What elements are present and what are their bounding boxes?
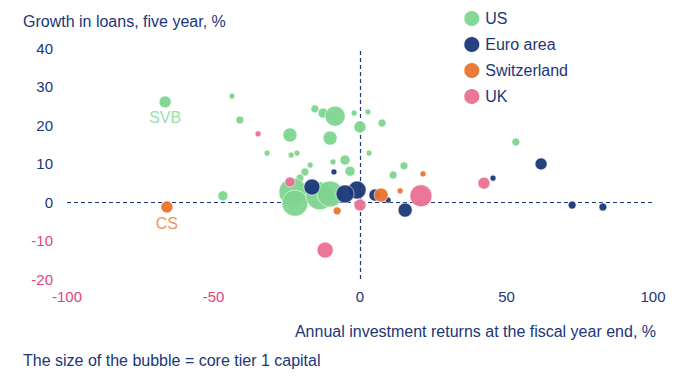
svg-text:-20: -20 (31, 271, 53, 288)
svg-text:50: 50 (498, 288, 515, 305)
svg-text:100: 100 (640, 288, 665, 305)
svg-text:The size of the bubble = core: The size of the bubble = core tier 1 cap… (23, 352, 321, 369)
svg-text:Annual investment returns at t: Annual investment returns at the fiscal … (295, 323, 656, 340)
svg-text:40: 40 (36, 40, 53, 57)
svg-text:0: 0 (45, 194, 53, 211)
svg-text:10: 10 (36, 155, 53, 172)
svg-text:30: 30 (36, 78, 53, 95)
svg-text:Euro area: Euro area (485, 36, 555, 53)
svg-text:0: 0 (356, 288, 364, 305)
svg-text:US: US (485, 10, 507, 27)
svg-text:Growth in loans, five year, %: Growth in loans, five year, % (23, 13, 226, 30)
svg-text:-50: -50 (203, 288, 225, 305)
svg-text:20: 20 (36, 117, 53, 134)
svg-text:UK: UK (485, 88, 508, 105)
svg-text:-100: -100 (52, 288, 82, 305)
svg-text:-10: -10 (31, 232, 53, 249)
svg-text:Switzerland: Switzerland (485, 62, 568, 79)
svg-text:SVB: SVB (149, 109, 181, 126)
svg-text:CS: CS (156, 215, 178, 232)
